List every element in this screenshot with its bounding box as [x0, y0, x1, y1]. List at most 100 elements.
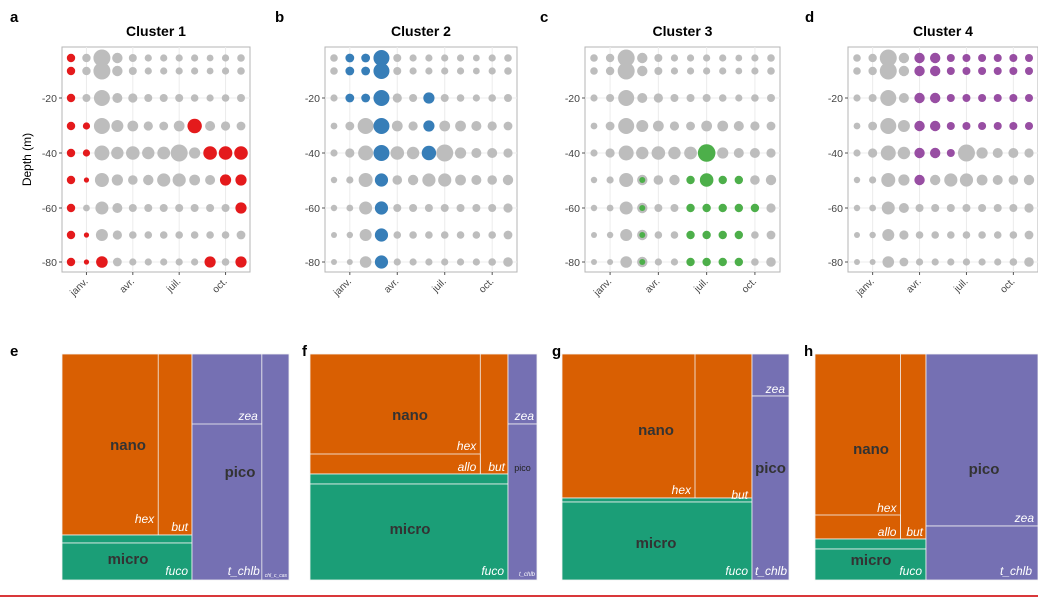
bubble-highlight — [702, 203, 711, 213]
y-tick-label: -20 — [565, 93, 580, 105]
bubble-grey — [993, 204, 1002, 212]
bubble-grey — [472, 67, 480, 75]
treemap-label-fuco: fuco — [481, 564, 504, 578]
bubble-grey — [701, 120, 713, 132]
bubble-highlight — [1025, 122, 1033, 130]
bubble-grey — [590, 204, 598, 212]
bubble-grey — [879, 62, 897, 80]
bubble-grey — [654, 204, 663, 212]
bubble-grey — [868, 121, 878, 131]
bubble-grey — [992, 175, 1003, 185]
bubble-grey — [95, 229, 108, 241]
bubble-grey — [391, 120, 403, 132]
bubble-grey — [128, 54, 137, 62]
bubble-grey — [172, 173, 186, 187]
bubble-highlight — [929, 65, 941, 77]
y-tick-label: -80 — [565, 257, 580, 269]
bubble-grey — [686, 121, 695, 131]
bubble-grey — [471, 175, 482, 185]
bubble-grey — [128, 67, 137, 75]
bubble-grey — [346, 204, 354, 212]
bubble-grey — [1023, 174, 1035, 186]
bubble-grey — [144, 258, 152, 266]
bubble-grey — [206, 231, 214, 239]
bubble-grey — [111, 120, 124, 132]
bubble-grey — [853, 54, 861, 62]
bubble-grey — [82, 66, 91, 76]
x-tick-label: oct. — [210, 276, 229, 295]
bubble-grey — [471, 121, 482, 131]
bubble-grey — [931, 258, 939, 266]
bubble-grey — [393, 67, 402, 75]
bubble-grey — [503, 257, 513, 267]
bubble-grey — [620, 256, 632, 268]
bubble-highlight — [83, 177, 90, 183]
bubble-grey — [160, 258, 168, 266]
bubble-grey — [330, 204, 338, 212]
panel-title: Cluster 1 — [126, 23, 186, 39]
treemap-label-but: but — [488, 460, 505, 474]
bubble-highlight — [219, 174, 232, 186]
bubble-grey — [159, 94, 168, 102]
bubble-highlight — [699, 173, 714, 187]
treemap-micro-thin — [561, 497, 753, 503]
bubble-highlight — [82, 122, 91, 130]
bubble-grey — [392, 93, 402, 103]
bubble-grey — [191, 258, 199, 266]
bubble-grey — [880, 118, 897, 134]
bubble-grey — [221, 258, 230, 266]
y-tick-label: -80 — [828, 257, 843, 269]
bubble-grey — [947, 258, 955, 266]
bubble-highlight — [1009, 94, 1018, 102]
bubble-grey — [503, 203, 513, 213]
bubble-grey — [750, 121, 760, 131]
treemap-label-hex: hex — [135, 512, 155, 526]
bubble-grey — [93, 118, 110, 134]
bubble-highlight — [203, 146, 217, 160]
bubble-highlight — [734, 175, 744, 185]
bubble-grey — [129, 231, 137, 239]
panel-letter: e — [10, 343, 18, 360]
bubble-highlight — [914, 174, 925, 186]
bubble-highlight — [978, 122, 987, 130]
bubble-grey — [959, 173, 974, 187]
bubble-grey — [205, 121, 216, 131]
bubble-highlight — [1009, 122, 1018, 130]
treemap-cell-but — [157, 353, 193, 536]
bubble-grey — [618, 118, 635, 134]
treemap-label-pico: pico — [755, 460, 786, 477]
treemap-pico — [925, 353, 1038, 527]
bubble-highlight — [962, 54, 971, 62]
x-tick-label: avr. — [118, 276, 137, 295]
panel-title: Cluster 4 — [913, 23, 973, 39]
bubble-grey — [206, 204, 215, 212]
bubble-grey — [978, 258, 986, 266]
bubble-grey — [112, 203, 123, 213]
bubble-grey — [868, 94, 877, 102]
x-tick-label: janv. — [854, 276, 877, 299]
bubble-grey — [868, 66, 877, 76]
bubble-highlight — [718, 230, 727, 240]
x-tick-label: juil. — [692, 276, 711, 295]
bubble-highlight — [82, 149, 91, 157]
bubble-grey — [440, 94, 449, 102]
y-tick-label: -20 — [42, 93, 57, 105]
bubble-grey — [128, 93, 138, 103]
bubble-grey — [668, 146, 681, 160]
x-tick-label: juil. — [951, 276, 970, 295]
bubble-grey — [487, 121, 497, 131]
bubble-grey — [129, 258, 137, 266]
panel-title: Cluster 2 — [391, 23, 451, 39]
bubble-grey — [128, 175, 138, 185]
y-tick-label: -20 — [305, 93, 320, 105]
bubble-grey — [237, 94, 245, 102]
bubble-grey — [735, 94, 743, 102]
panel-letter: g — [552, 343, 561, 360]
treemap-micro — [561, 501, 753, 581]
x-tick-label: avr. — [904, 276, 923, 295]
bubble-grey — [175, 67, 183, 75]
treemap-cell-zea — [507, 353, 538, 425]
bubble-grey — [236, 121, 246, 131]
bubble-grey — [1024, 148, 1034, 158]
